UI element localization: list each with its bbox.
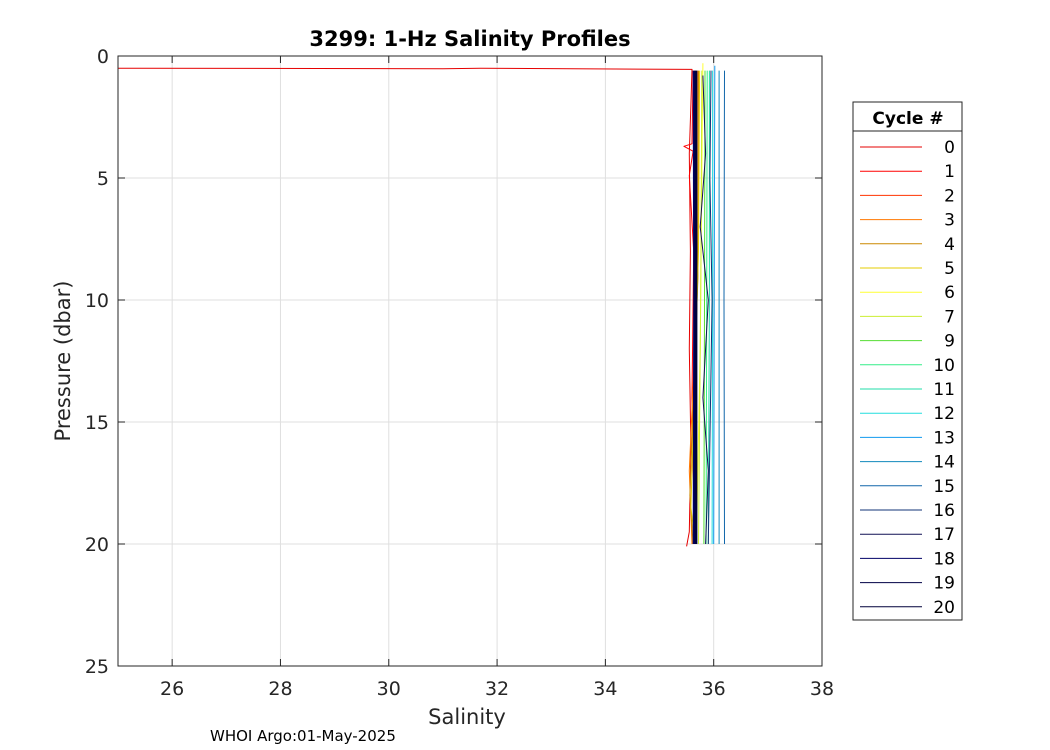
legend-label-cycle-3: 3 — [944, 211, 955, 231]
x-tick-labels: 26 28 30 32 34 36 38 — [160, 678, 834, 700]
plot-area — [118, 56, 822, 666]
axis-ticks — [118, 55, 823, 667]
legend-label-cycle-16: 16 — [933, 501, 955, 521]
legend-label-cycle-4: 4 — [944, 235, 955, 255]
legend-label-cycle-10: 10 — [933, 356, 955, 376]
series-line-cycle-17 — [699, 75, 709, 545]
legend-label-cycle-1: 1 — [944, 162, 955, 182]
legend-label-cycle-12: 12 — [933, 404, 955, 424]
legend-label-cycle-17: 17 — [933, 525, 955, 545]
y-tick-label: 0 — [97, 46, 109, 68]
legend-box — [852, 101, 963, 621]
series-line-cycle-13 — [713, 65, 716, 545]
series-line-cycle-15 — [723, 70, 725, 545]
legend-label-cycle-19: 19 — [933, 574, 955, 594]
plot-frame — [117, 55, 823, 667]
y-tick-label: 15 — [85, 412, 109, 434]
series-line-cycle-0 — [118, 67, 693, 547]
legend-label-cycle-2: 2 — [944, 186, 955, 206]
legend-label-cycle-18: 18 — [933, 549, 955, 569]
x-axis-label: Salinity — [428, 705, 506, 729]
y-tick-label: 25 — [85, 656, 109, 678]
legend-label-cycle-11: 11 — [933, 380, 955, 400]
y-tick-labels: 0 5 10 15 20 25 — [85, 46, 109, 678]
legend-label-cycle-0: 0 — [944, 138, 955, 158]
y-tick-label: 5 — [97, 168, 109, 190]
x-tick-label: 28 — [268, 678, 292, 700]
legend-label-cycle-14: 14 — [933, 453, 955, 473]
y-tick-label: 20 — [85, 534, 109, 556]
series-line-cycle-7 — [698, 70, 703, 545]
chart-title: 3299: 1-Hz Salinity Profiles — [309, 27, 630, 51]
legend-label-cycle-20: 20 — [933, 598, 955, 618]
legend-label-cycle-15: 15 — [933, 477, 955, 497]
x-tick-label: 34 — [593, 678, 617, 700]
y-tick-label: 10 — [85, 290, 109, 312]
series-line-cycle-10 — [705, 70, 708, 545]
series-line-cycle-1 — [683, 70, 696, 545]
legend-label-cycle-13: 13 — [933, 428, 955, 448]
series-layer — [118, 63, 725, 547]
x-tick-label: 30 — [377, 678, 401, 700]
x-tick-label: 38 — [810, 678, 834, 700]
legend-label-cycle-6: 6 — [944, 283, 955, 303]
y-axis-label: Pressure (dbar) — [51, 281, 75, 442]
series-line-cycle-11 — [707, 70, 710, 545]
legend-label-cycle-9: 9 — [944, 332, 955, 352]
footer-text: WHOI Argo:01-May-2025 — [210, 727, 396, 745]
series-line-cycle-18 — [692, 70, 696, 545]
legend-label-cycle-5: 5 — [944, 259, 955, 279]
x-tick-label: 26 — [160, 678, 184, 700]
x-tick-label: 36 — [702, 678, 726, 700]
legend-title: Cycle # — [872, 109, 943, 129]
series-line-cycle-16 — [707, 70, 713, 545]
series-line-cycle-9 — [703, 70, 706, 545]
legend-label-cycle-7: 7 — [944, 307, 955, 327]
x-tick-label: 32 — [485, 678, 509, 700]
